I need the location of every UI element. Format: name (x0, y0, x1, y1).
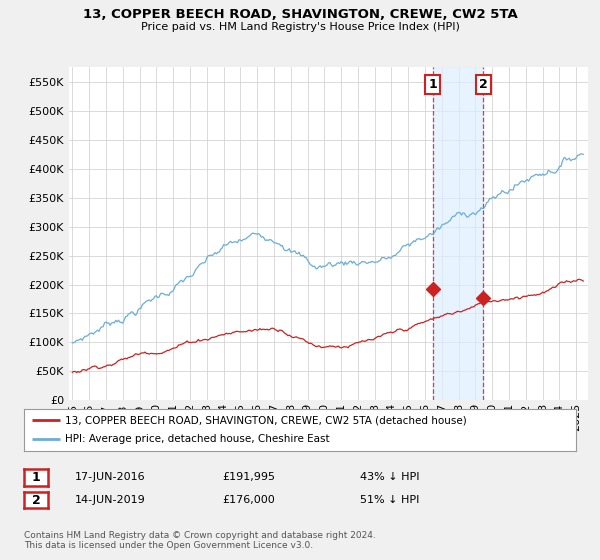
Text: £191,995: £191,995 (222, 472, 275, 482)
Text: £176,000: £176,000 (222, 495, 275, 505)
Text: Contains HM Land Registry data © Crown copyright and database right 2024.
This d: Contains HM Land Registry data © Crown c… (24, 531, 376, 550)
Text: 1: 1 (32, 470, 40, 484)
Text: 51% ↓ HPI: 51% ↓ HPI (360, 495, 419, 505)
Text: 14-JUN-2019: 14-JUN-2019 (75, 495, 146, 505)
Text: Price paid vs. HM Land Registry's House Price Index (HPI): Price paid vs. HM Land Registry's House … (140, 22, 460, 32)
Text: 13, COPPER BEECH ROAD, SHAVINGTON, CREWE, CW2 5TA (detached house): 13, COPPER BEECH ROAD, SHAVINGTON, CREWE… (65, 415, 467, 425)
Text: HPI: Average price, detached house, Cheshire East: HPI: Average price, detached house, Ches… (65, 435, 330, 445)
Text: 13, COPPER BEECH ROAD, SHAVINGTON, CREWE, CW2 5TA: 13, COPPER BEECH ROAD, SHAVINGTON, CREWE… (83, 8, 517, 21)
Bar (433, 67, 483, 400)
Text: 43% ↓ HPI: 43% ↓ HPI (360, 472, 419, 482)
Text: 2: 2 (32, 493, 40, 507)
Text: 17-JUN-2016: 17-JUN-2016 (75, 472, 146, 482)
Text: 2: 2 (479, 78, 487, 91)
Text: 1: 1 (428, 78, 437, 91)
